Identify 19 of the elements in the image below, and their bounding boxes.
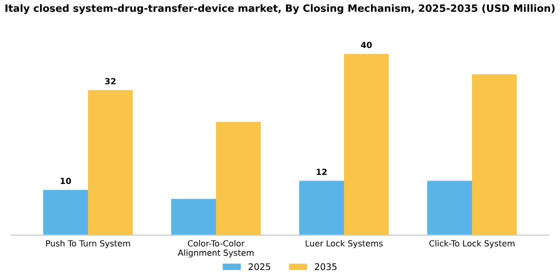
data-label: 10 bbox=[60, 178, 71, 184]
x-tick-label: Click-To Lock System bbox=[429, 240, 514, 248]
bar bbox=[171, 198, 216, 236]
bar bbox=[427, 180, 472, 236]
legend-label: 2035 bbox=[314, 263, 336, 270]
data-label: 32 bbox=[105, 78, 116, 84]
legend-label: 2025 bbox=[248, 263, 270, 270]
bar bbox=[472, 74, 517, 236]
x-tick-label: Push To Turn System bbox=[46, 240, 130, 248]
bar bbox=[344, 54, 389, 236]
bar bbox=[299, 180, 344, 236]
x-tick-label: Color-To-Color Alignment System bbox=[178, 240, 254, 258]
data-label: 12 bbox=[316, 168, 327, 175]
bar bbox=[88, 90, 133, 236]
x-tick-label: Luer Lock Systems bbox=[306, 240, 383, 248]
bar bbox=[216, 122, 261, 236]
data-label: 40 bbox=[360, 42, 372, 48]
chart-title: Italy closed system-drug-transfer-device market, By Closing Mechanism, 2025-2035 (USD Million) bbox=[6, 4, 555, 14]
bar bbox=[43, 190, 88, 236]
